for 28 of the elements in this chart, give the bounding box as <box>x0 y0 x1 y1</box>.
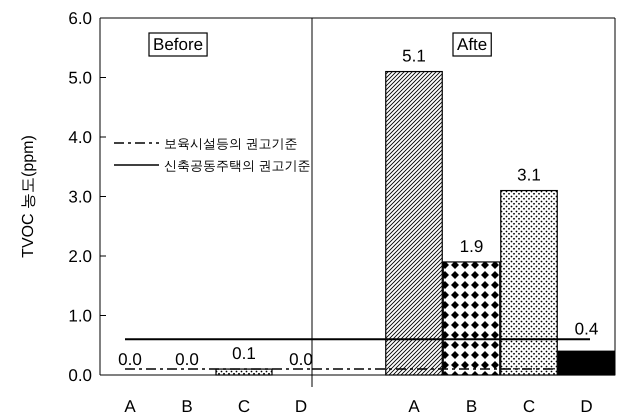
y-axis-title: TVOC 농도(ppm) <box>20 135 37 258</box>
y-tick-label: 4.0 <box>68 128 92 147</box>
x-tick-label: C <box>238 397 250 416</box>
y-tick-label: 2.0 <box>68 247 92 266</box>
text: Afte <box>457 35 488 54</box>
data-label: 1.9 <box>460 236 484 256</box>
x-tick-label: A <box>408 397 420 416</box>
y-tick-label: 6.0 <box>68 9 92 28</box>
data-label: 0.0 <box>175 350 199 369</box>
text: Before <box>153 35 204 54</box>
y-tick-label: 5.0 <box>68 68 92 88</box>
data-label: 5.1 <box>402 46 426 66</box>
x-tick-label: A <box>124 397 136 416</box>
legend-label: 보육시설등의 권고기준 <box>164 136 298 151</box>
data-label: 0.4 <box>574 319 598 338</box>
x-tick-label: C <box>522 397 536 416</box>
data-label: 0.0 <box>118 350 142 369</box>
x-tick-label: B <box>466 397 478 416</box>
y-tick-label: 1.0 <box>68 306 92 326</box>
data-label: 3.1 <box>517 166 541 185</box>
x-tick-label: D <box>294 397 308 416</box>
data-label: 0.0 <box>289 350 313 369</box>
x-tick-label: D <box>580 397 593 416</box>
y-tick-label: 0.0 <box>68 366 92 385</box>
x-tick-label: B <box>181 397 193 416</box>
y-tick-label: 3.0 <box>68 188 92 206</box>
legend-label: 신축공동주택의 권고기준 <box>164 158 311 173</box>
data-label: 0.1 <box>232 344 256 364</box>
